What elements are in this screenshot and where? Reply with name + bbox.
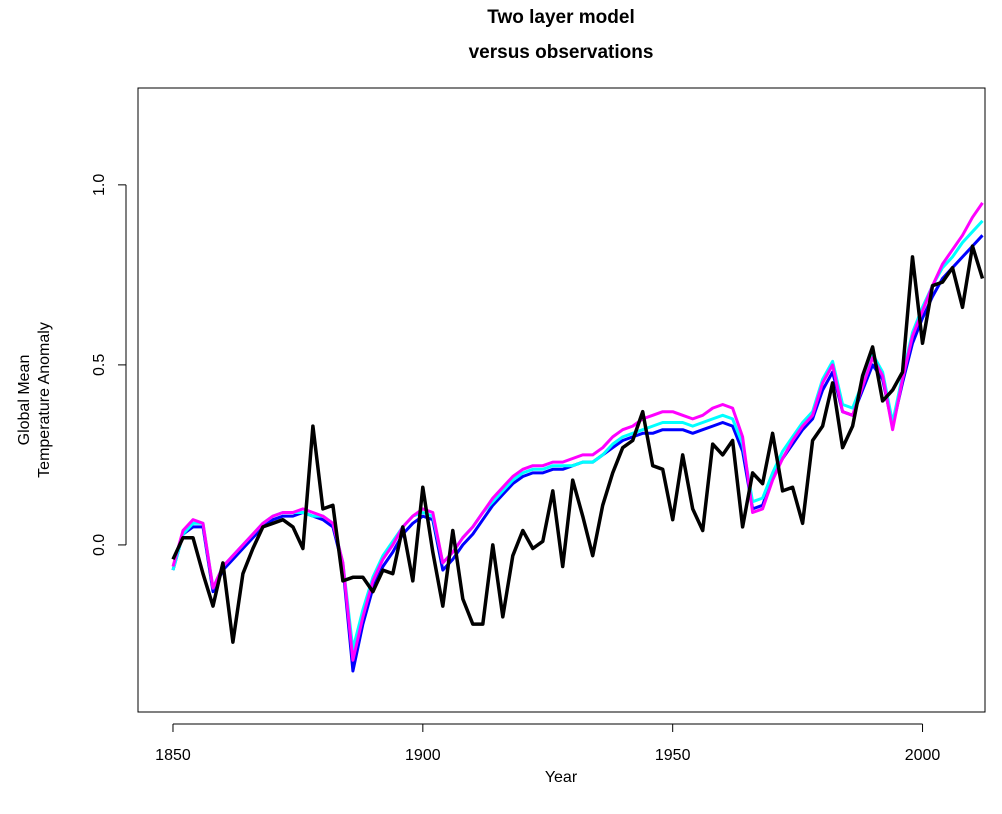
y-axis-label: Temperature Anomaly: [36, 322, 53, 478]
y-tick-label: 0.0: [91, 534, 108, 556]
data-line: [171, 234, 984, 673]
data-line: [171, 244, 985, 644]
x-tick-label: 2000: [905, 747, 941, 764]
x-tick-label: 1950: [655, 747, 691, 764]
y-axis-label: Global Mean: [16, 355, 33, 446]
plot-frame: [137, 87, 986, 713]
x-axis-label: Year: [545, 769, 578, 786]
y-tick-label: 1.0: [91, 174, 108, 196]
chart-title: Two layer model: [487, 7, 634, 28]
chart-title: versus observations: [469, 42, 654, 63]
y-tick-label: 0.5: [91, 354, 108, 376]
x-tick-label: 1900: [405, 747, 441, 764]
data-line: [171, 219, 984, 651]
x-tick-label: 1850: [155, 747, 191, 764]
data-line: [171, 202, 984, 662]
